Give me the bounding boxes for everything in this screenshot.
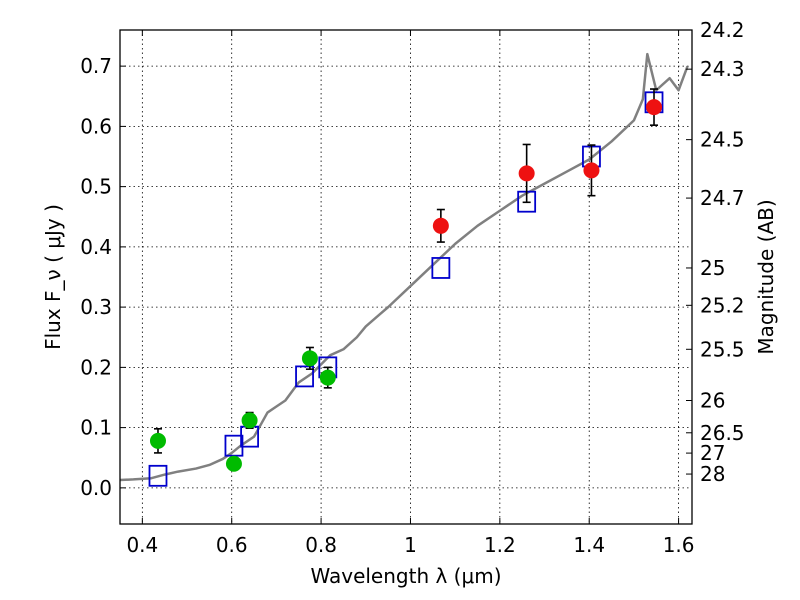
y2-tick-label: 28 bbox=[700, 462, 725, 486]
observed-flux-point bbox=[149, 432, 166, 449]
x-tick-label: 0.8 bbox=[305, 533, 337, 557]
axis-ticks: 0.4 0.6 0.8 1 1.2 1.4 1.6 0.0 0.1 0.2 0.3 0.4 0.5 0.6… bbox=[80, 18, 744, 557]
y-tick-label: 0.5 bbox=[80, 175, 112, 199]
x-tick-label: 1.4 bbox=[573, 533, 605, 557]
x-axis-title: Wavelength λ (μm) bbox=[310, 564, 501, 588]
plot-marks bbox=[119, 52, 689, 487]
y-tick-label: 0.2 bbox=[80, 355, 112, 379]
template-spectrum-line bbox=[119, 52, 689, 482]
y-tick-label: 0.1 bbox=[80, 416, 112, 440]
plot-frame bbox=[119, 29, 693, 525]
x-tick-label: 1.6 bbox=[663, 533, 695, 557]
y2-tick-label: 25.2 bbox=[700, 293, 745, 317]
model-flux-square bbox=[224, 434, 244, 457]
y-tick-label: 0.7 bbox=[80, 54, 112, 78]
x-tick-label: 1.2 bbox=[484, 533, 516, 557]
y2-tick-label: 25 bbox=[700, 256, 725, 280]
model-flux-square bbox=[295, 365, 314, 388]
observed-flux-point bbox=[646, 99, 663, 116]
x-tick-label: 0.6 bbox=[216, 533, 248, 557]
y2-tick-label: 24.5 bbox=[700, 128, 745, 152]
y-tick-label: 0.3 bbox=[80, 295, 112, 319]
y2-axis-title: Magnitude (AB) bbox=[754, 199, 778, 354]
y-tick-label: 0.0 bbox=[80, 476, 112, 500]
model-flux-square bbox=[148, 464, 168, 487]
x-tick-label: 0.4 bbox=[126, 533, 158, 557]
y-tick-label: 0.6 bbox=[80, 114, 112, 138]
observed-flux-point bbox=[583, 162, 600, 179]
observed-flux-point bbox=[241, 412, 258, 429]
y2-tick-label: 24.2 bbox=[700, 18, 745, 42]
observed-flux-point bbox=[432, 217, 449, 234]
observed-flux-point bbox=[518, 165, 535, 182]
y2-tick-label: 26.5 bbox=[700, 421, 745, 445]
y2-tick-label: 26 bbox=[700, 389, 725, 413]
y2-tick-label: 24.7 bbox=[700, 186, 745, 210]
y2-tick-label: 25.5 bbox=[700, 337, 745, 361]
y2-tick-label: 24.3 bbox=[700, 57, 745, 81]
x-tick-label: 1 bbox=[404, 533, 417, 557]
y-tick-label: 0.4 bbox=[80, 235, 112, 259]
observed-flux-point bbox=[319, 369, 336, 386]
observed-flux-point bbox=[225, 455, 242, 472]
y-axis-title: Flux F_ν ( μJy ) bbox=[41, 204, 65, 350]
grid-lines bbox=[120, 30, 692, 524]
observed-flux-point bbox=[301, 350, 318, 367]
y2-tick-label: 27 bbox=[700, 441, 725, 465]
model-flux-square bbox=[431, 257, 451, 279]
